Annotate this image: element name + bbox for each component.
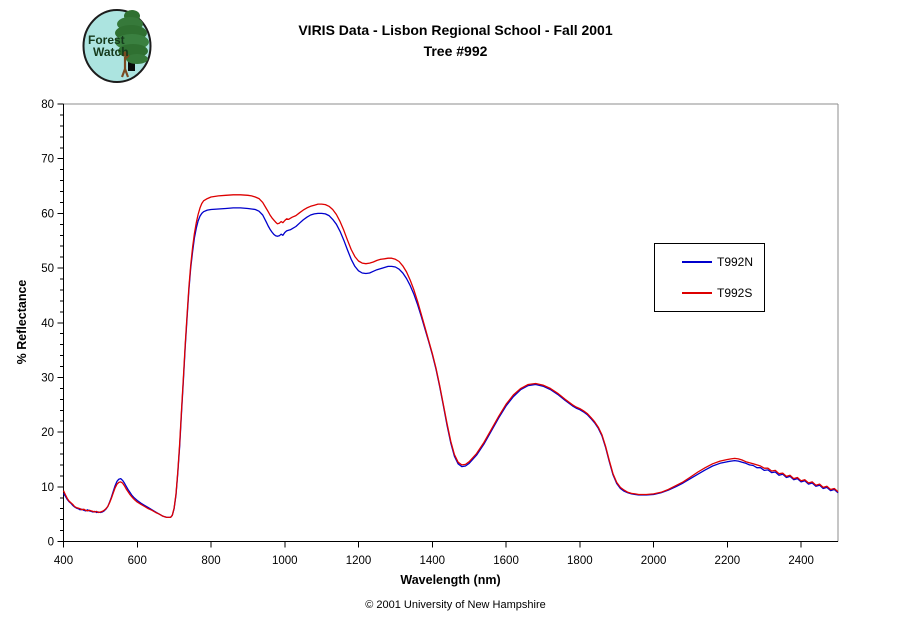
legend-label: T992S [717, 286, 753, 301]
x-tick-label: 400 [54, 555, 73, 567]
y-tick-label: 0 [48, 537, 54, 549]
chart-subtitle: Tree #992 [423, 43, 488, 59]
y-tick-label: 40 [41, 318, 54, 330]
x-tick-label: 1400 [420, 555, 446, 567]
x-tick-label: 800 [201, 555, 220, 567]
logo-text-watch: Watch [93, 45, 129, 59]
x-tick-label: 2200 [715, 555, 741, 567]
y-tick-label: 60 [41, 208, 54, 220]
forest-watch-logo: Forest Watch [82, 9, 152, 83]
legend-line-sample [682, 292, 712, 295]
y-axis-title: % Reflectance [15, 279, 29, 365]
x-tick-label: 2400 [788, 555, 814, 567]
x-tick-label: 1000 [272, 555, 298, 567]
logo-text-forest: Forest [88, 33, 125, 47]
series-line-T992N [62, 207, 839, 519]
legend-item: T992N [655, 255, 764, 269]
x-tick-label: 600 [128, 555, 147, 567]
x-tick-label: 1600 [493, 555, 519, 567]
logo-person [120, 54, 130, 78]
legend: T992N T992S [654, 243, 765, 312]
x-tick-label: 2000 [641, 555, 667, 567]
y-tick-label: 30 [41, 372, 54, 384]
y-tick-label: 10 [41, 482, 54, 494]
legend-line-sample [682, 260, 712, 263]
legend-label: T992N [717, 254, 754, 269]
x-tick-label: 1200 [346, 555, 372, 567]
y-tick-label: 70 [41, 154, 54, 166]
copyright-text: © 2001 University of New Hampshire [365, 599, 546, 611]
chart-title: VIRIS Data - Lisbon Regional School - Fa… [298, 22, 613, 38]
logo-person-head [122, 51, 128, 57]
x-tick-label: 1800 [567, 555, 593, 567]
y-tick-label: 50 [41, 263, 54, 275]
series-line-T992S [62, 194, 839, 519]
x-axis-title: Wavelength (nm) [400, 573, 501, 587]
y-tick-label: 80 [41, 99, 54, 111]
legend-item: T992S [655, 286, 764, 300]
y-tick-label: 20 [41, 427, 54, 439]
